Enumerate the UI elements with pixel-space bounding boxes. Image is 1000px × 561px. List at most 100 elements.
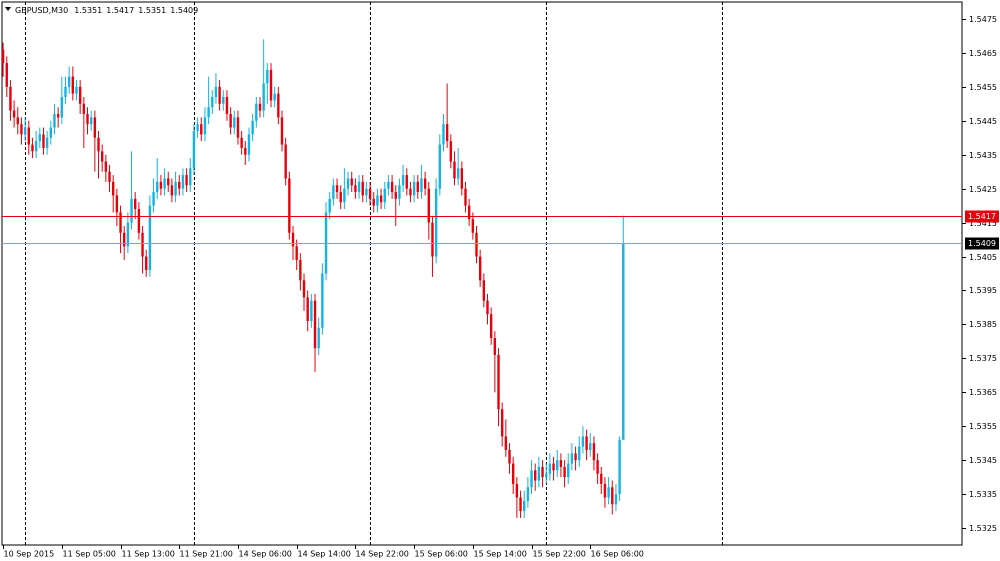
- candle-body: [100, 151, 104, 162]
- candle-body: [412, 181, 416, 196]
- x-tick-label: 10 Sep 2015: [4, 550, 55, 559]
- menu-arrow[interactable]: [5, 7, 11, 11]
- candle-body: [93, 117, 97, 138]
- y-tick-label: 1.5465: [969, 49, 997, 58]
- candle-body: [611, 487, 614, 505]
- candle-body: [365, 188, 368, 196]
- candle-body: [567, 463, 570, 478]
- candle-body: [486, 300, 489, 315]
- candle-body: [438, 144, 441, 189]
- candle-body: [75, 86, 78, 94]
- candle-body: [335, 185, 339, 193]
- candle-body: [64, 86, 67, 98]
- candle-body: [111, 181, 115, 196]
- candle-body: [504, 436, 508, 450]
- candle-body: [530, 470, 533, 488]
- last-open: 1.5351: [74, 6, 102, 15]
- candle-body: [233, 117, 236, 128]
- candle-body: [170, 185, 174, 196]
- candle-body: [350, 178, 353, 186]
- candle-body: [82, 103, 86, 114]
- candle-body: [467, 205, 471, 220]
- x-tick-label: 15 Sep 14:00: [474, 550, 527, 559]
- candle-body: [295, 246, 298, 260]
- candle-body: [126, 222, 130, 247]
- candle-body: [379, 195, 383, 203]
- candle-body: [423, 178, 427, 189]
- candle-body: [141, 232, 144, 257]
- candle-body: [574, 453, 577, 461]
- bid-line-label: 1.5409: [968, 239, 996, 248]
- candle-body: [489, 314, 493, 338]
- candle-body: [262, 83, 265, 111]
- candle-body: [570, 453, 574, 464]
- candle-body: [541, 466, 544, 478]
- candle-body: [456, 168, 460, 179]
- candle-body: [434, 188, 438, 257]
- candle-body: [218, 86, 221, 104]
- candle-body: [174, 181, 177, 196]
- y-tick-label: 1.5475: [969, 15, 997, 24]
- candle-body: [236, 117, 240, 138]
- candle-body: [167, 178, 170, 186]
- x-tick-label: 15 Sep 22:00: [533, 550, 586, 559]
- candle-body: [104, 161, 108, 172]
- candle-body: [137, 209, 141, 233]
- candle-body: [277, 93, 280, 118]
- candle-body: [313, 300, 317, 349]
- candle-body: [383, 188, 386, 203]
- candle-body: [508, 449, 511, 464]
- candle-body: [464, 188, 467, 206]
- candle-body: [398, 185, 401, 199]
- candle-body: [622, 242, 625, 440]
- candle-body: [310, 300, 313, 322]
- candle-body: [49, 127, 53, 138]
- candle-body: [163, 178, 166, 189]
- last-low: 1.5351: [138, 6, 166, 15]
- candle-body: [269, 69, 273, 101]
- candle-body: [214, 86, 218, 98]
- candle-body: [78, 86, 82, 104]
- candle-body: [357, 181, 361, 193]
- candle-body: [603, 483, 607, 498]
- y-tick-label: 1.5395: [969, 286, 997, 295]
- candle-body: [493, 337, 497, 355]
- candle-body: [60, 97, 64, 118]
- candle-body: [306, 297, 309, 322]
- candle-body: [339, 192, 342, 203]
- candle-body: [346, 178, 350, 189]
- candle-body: [556, 460, 559, 471]
- candle-body: [53, 113, 56, 128]
- candle-body: [394, 192, 397, 199]
- candle-body: [71, 76, 75, 94]
- candle-body: [589, 443, 592, 450]
- candle-body: [581, 436, 585, 447]
- x-tick-label: 15 Sep 06:00: [415, 550, 468, 559]
- candle-body: [258, 103, 262, 111]
- y-tick-label: 1.5415: [969, 219, 997, 228]
- candle-body: [273, 93, 276, 101]
- candle-body: [145, 256, 148, 271]
- chart-title: GBPUSD,M30 1.5351 1.5417 1.5351 1.5409: [15, 6, 198, 15]
- candle-body: [247, 134, 251, 155]
- candle-body: [67, 76, 71, 87]
- candle-body: [27, 127, 30, 145]
- y-tick-label: 1.5425: [969, 185, 997, 194]
- candle-body: [552, 463, 555, 471]
- candle-body: [1, 49, 5, 64]
- candle-body: [354, 185, 357, 193]
- candle-body: [192, 130, 196, 169]
- x-tick-label: 11 Sep 05:00: [63, 550, 116, 559]
- candle-body: [317, 327, 320, 349]
- candle-body: [519, 497, 522, 512]
- candle-body: [159, 181, 163, 189]
- candle-body: [189, 168, 192, 186]
- candle-body: [445, 124, 449, 142]
- candle-body: [442, 124, 445, 145]
- y-tick-label: 1.5435: [969, 151, 997, 160]
- candle-body: [244, 147, 247, 155]
- candle-body: [405, 175, 408, 189]
- candle-body: [471, 219, 475, 233]
